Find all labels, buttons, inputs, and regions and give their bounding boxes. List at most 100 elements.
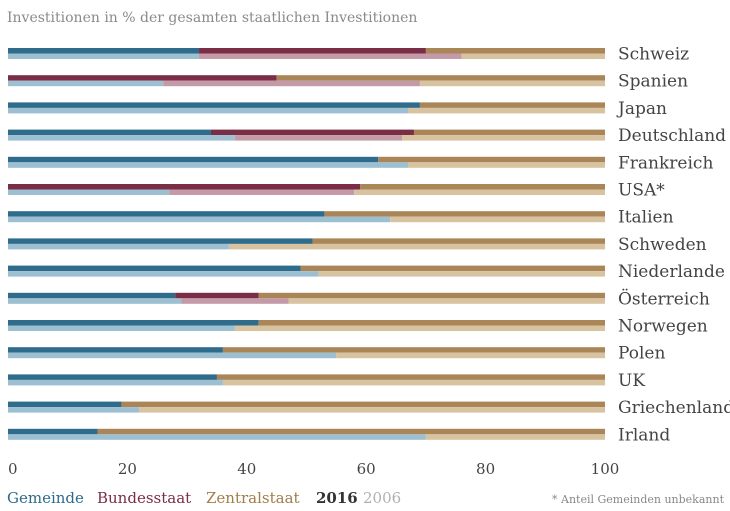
country-label: Polen [618, 344, 665, 364]
bar-gemeinde-2006 [8, 216, 391, 223]
bar-bundesstaat-2016 [199, 48, 426, 54]
country-label: Niederlande [618, 262, 725, 282]
country-labels: Schweiz Spanien Japan Deutschland Frankreich… [616, 45, 730, 446]
bar-gemeinde-2006 [8, 379, 223, 386]
bar-zentralstaat-2016 [121, 401, 606, 408]
bar-bundesstaat-2006 [163, 80, 420, 87]
chart-title: Investitionen in % der gesamten staatlic… [7, 10, 417, 26]
bar-zentralstaat-2016 [258, 292, 605, 299]
legend-zentralstaat: Zentralstaat [206, 489, 300, 507]
x-axis-ticks: 0 20 40 60 80 100 [8, 460, 619, 478]
country-label: Schweden [618, 235, 707, 255]
bar-zentralstaat-2016 [324, 211, 605, 217]
bar-gemeinde-2016 [8, 265, 301, 272]
x-tick-label: 80 [476, 460, 495, 478]
bar-zentralstaat-2006 [228, 243, 605, 250]
bar-gemeinde-2006 [8, 407, 140, 413]
bar-bundesstaat-2006 [181, 298, 289, 304]
bar-zentralstaat-2016 [312, 238, 605, 244]
bar-gemeinde-2006 [8, 243, 229, 250]
bar-zentralstaat-2006 [354, 189, 605, 195]
legend: Gemeinde Bundesstaat Zentralstaat 2016 2… [7, 489, 401, 507]
bar-bundesstaat-2006 [199, 53, 462, 59]
bar-bundesstaat-2016 [175, 292, 259, 299]
bar-zentralstaat-2006 [407, 162, 605, 168]
bar-bundesstaat-2006 [169, 189, 355, 195]
bar-bundesstaat-2016 [8, 75, 277, 81]
bar-zentralstaat-2006 [407, 107, 605, 114]
country-label: Griechenland [618, 398, 730, 418]
bar-gemeinde-2016 [8, 156, 379, 163]
country-label: USA* [618, 181, 665, 201]
bar-gemeinde-2006 [8, 135, 235, 141]
country-label: Schweiz [618, 45, 689, 65]
bar-gemeinde-2006 [8, 53, 200, 59]
footnote: * Anteil Gemeinden unbekannt [552, 493, 725, 506]
bar-zentralstaat-2006 [288, 298, 605, 304]
country-label: UK [618, 371, 645, 391]
x-tick-label: 0 [8, 460, 18, 478]
country-label: Irland [618, 425, 670, 445]
bar-zentralstaat-2006 [222, 379, 606, 386]
bar-gemeinde-2016 [8, 48, 200, 54]
bars [8, 48, 606, 440]
legend-year-2016: 2016 [316, 489, 358, 507]
bar-gemeinde-2006 [8, 434, 426, 440]
bar-zentralstaat-2016 [222, 347, 606, 353]
bar-zentralstaat-2006 [461, 53, 605, 59]
bar-bundesstaat-2006 [234, 135, 403, 141]
bar-bundesstaat-2016 [210, 129, 414, 136]
bar-gemeinde-2016 [8, 292, 176, 299]
bar-zentralstaat-2006 [336, 352, 605, 359]
bar-zentralstaat-2006 [139, 407, 605, 413]
bar-zentralstaat-2006 [419, 80, 605, 87]
bar-gemeinde-2006 [8, 352, 337, 359]
bar-zentralstaat-2016 [276, 75, 605, 81]
bar-gemeinde-2006 [8, 80, 164, 87]
bar-zentralstaat-2006 [425, 434, 605, 440]
x-tick-label: 40 [237, 460, 256, 478]
bar-gemeinde-2006 [8, 298, 182, 304]
country-label: Japan [616, 99, 667, 119]
bar-zentralstaat-2006 [234, 325, 606, 331]
legend-gemeinde: Gemeinde [7, 489, 84, 507]
bar-bundesstaat-2016 [8, 184, 361, 190]
x-tick-label: 60 [357, 460, 376, 478]
bar-zentralstaat-2016 [360, 184, 605, 190]
country-label: Frankreich [618, 153, 713, 173]
country-label: Spanien [618, 72, 688, 92]
bar-zentralstaat-2016 [419, 102, 605, 108]
bar-zentralstaat-2016 [378, 156, 605, 163]
bar-zentralstaat-2006 [318, 271, 605, 277]
bar-zentralstaat-2016 [300, 265, 605, 272]
bar-zentralstaat-2016 [97, 428, 606, 435]
bar-zentralstaat-2016 [216, 374, 605, 380]
x-tick-label: 20 [118, 460, 137, 478]
bar-gemeinde-2016 [8, 320, 259, 326]
bar-gemeinde-2016 [8, 374, 217, 380]
bar-gemeinde-2006 [8, 107, 408, 114]
x-tick-label: 100 [591, 460, 620, 478]
bar-gemeinde-2016 [8, 401, 122, 408]
bar-gemeinde-2016 [8, 347, 223, 353]
bar-zentralstaat-2016 [258, 320, 605, 326]
bar-gemeinde-2006 [8, 325, 235, 331]
bar-zentralstaat-2016 [413, 129, 605, 136]
bar-gemeinde-2016 [8, 102, 420, 108]
bar-gemeinde-2006 [8, 271, 319, 277]
bar-zentralstaat-2006 [390, 216, 605, 223]
bar-gemeinde-2016 [8, 238, 313, 244]
country-label: Norwegen [618, 317, 708, 337]
bar-gemeinde-2016 [8, 129, 211, 136]
country-label: Deutschland [618, 126, 726, 146]
bar-gemeinde-2016 [8, 211, 325, 217]
country-label: Italien [618, 208, 674, 228]
country-label: Österreich [618, 288, 710, 309]
legend-bundesstaat: Bundesstaat [97, 489, 191, 507]
legend-year-2006: 2006 [363, 489, 401, 507]
bar-gemeinde-2006 [8, 189, 170, 195]
bar-zentralstaat-2006 [402, 135, 605, 141]
bar-gemeinde-2016 [8, 428, 98, 435]
bar-gemeinde-2006 [8, 162, 408, 168]
